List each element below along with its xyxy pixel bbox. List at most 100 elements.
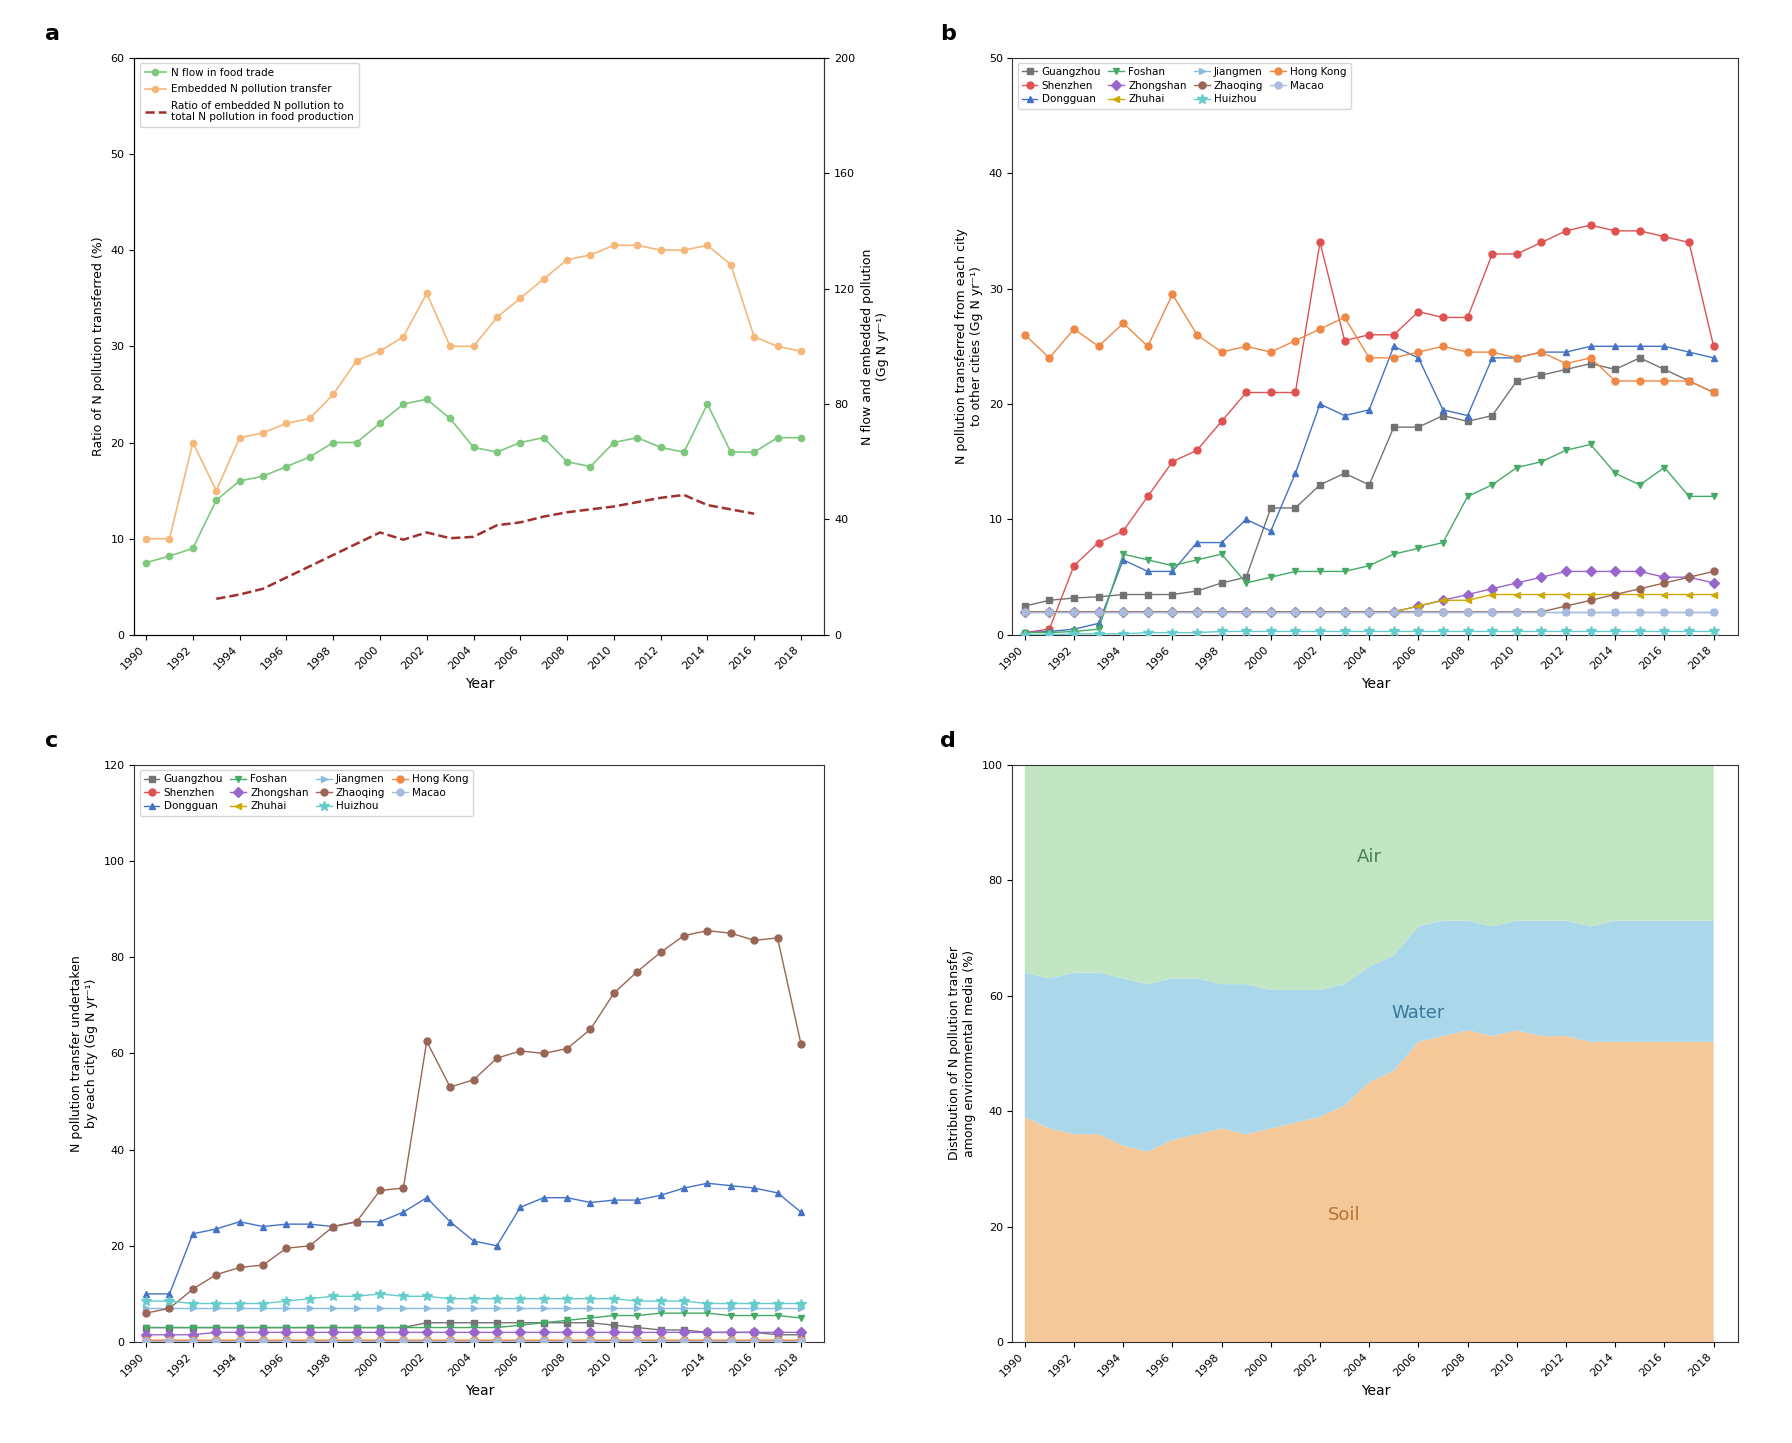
Zhuhai	[462, 1330, 484, 1348]
Macao	[206, 1332, 228, 1349]
Zhaoqing	[1505, 603, 1527, 620]
Zhaoqing	[1629, 580, 1650, 597]
Line: Guangzhou: Guangzhou	[143, 1319, 805, 1338]
Shenzhen	[744, 1330, 765, 1348]
Jiangmen	[1629, 603, 1650, 620]
Dongguan	[1654, 338, 1676, 355]
Zhaoqing	[1063, 603, 1084, 620]
Hong Kong	[627, 1330, 649, 1348]
Shenzhen	[1654, 228, 1676, 245]
Shenzhen	[416, 1330, 437, 1348]
Guangzhou	[1679, 372, 1701, 390]
Zhaoqing	[1260, 603, 1281, 620]
X-axis label: Year: Year	[464, 1384, 495, 1398]
Dongguan	[1383, 338, 1405, 355]
Zhaoqing	[346, 1214, 367, 1231]
Zhuhai	[1063, 603, 1084, 620]
Jiangmen	[1039, 603, 1061, 620]
Zhaoqing	[1138, 603, 1159, 620]
Foshan	[1555, 442, 1577, 459]
Zhongshan	[767, 1323, 788, 1341]
Shenzhen	[509, 1330, 530, 1348]
Jiangmen	[556, 1300, 577, 1317]
Zhongshan	[1285, 603, 1306, 620]
Zhuhai	[1285, 603, 1306, 620]
Dongguan	[1161, 563, 1183, 580]
Guangzhou	[650, 1322, 672, 1339]
Shenzhen	[627, 1330, 649, 1348]
Foshan	[532, 1315, 554, 1332]
Foshan	[556, 1312, 577, 1329]
Hong Kong	[1581, 349, 1602, 367]
Huizhou	[790, 1294, 812, 1312]
Dongguan	[136, 1286, 158, 1303]
Zhaoqing	[1186, 603, 1208, 620]
Dongguan	[532, 1189, 554, 1206]
Foshan	[674, 1304, 695, 1322]
Shenzhen	[556, 1330, 577, 1348]
Zhuhai	[790, 1330, 812, 1348]
Dongguan	[1581, 338, 1602, 355]
Hong Kong	[486, 1330, 507, 1348]
Foshan	[1679, 488, 1701, 505]
Huizhou	[206, 1294, 228, 1312]
Dongguan	[1138, 563, 1159, 580]
Huizhou	[299, 1290, 321, 1307]
Foshan	[1235, 574, 1256, 592]
Macao	[1482, 603, 1503, 620]
N flow in food trade	[767, 429, 788, 446]
Huizhou	[1186, 623, 1208, 641]
Line: Macao: Macao	[143, 1338, 805, 1345]
Zhongshan	[1555, 563, 1577, 580]
Line: Macao: Macao	[1021, 609, 1717, 615]
Zhaoqing	[486, 1049, 507, 1066]
Foshan	[253, 1319, 274, 1336]
Foshan	[392, 1319, 414, 1336]
Zhongshan	[1457, 586, 1478, 603]
Huizhou	[1310, 623, 1331, 641]
Zhuhai	[1530, 586, 1552, 603]
Dongguan	[346, 1214, 367, 1231]
Huizhou	[159, 1293, 181, 1310]
Jiangmen	[439, 1300, 461, 1317]
Zhongshan	[1014, 603, 1036, 620]
Dongguan	[767, 1185, 788, 1202]
N flow in food trade	[323, 434, 344, 452]
Y-axis label: Distribution of N pollution transfer
among environmental media (%): Distribution of N pollution transfer amo…	[948, 947, 977, 1160]
Zhaoqing	[1530, 603, 1552, 620]
Foshan	[276, 1319, 297, 1336]
Huizhou	[627, 1293, 649, 1310]
Huizhou	[1654, 623, 1676, 641]
Zhuhai	[229, 1330, 251, 1348]
Embedded N pollution transfer	[229, 429, 251, 446]
Macao	[1235, 603, 1256, 620]
Jiangmen	[604, 1300, 625, 1317]
X-axis label: Year: Year	[1360, 1384, 1391, 1398]
Embedded N pollution transfer	[532, 270, 554, 287]
Macao	[299, 1332, 321, 1349]
Zhaoqing	[1383, 603, 1405, 620]
Jiangmen	[1260, 603, 1281, 620]
Dongguan	[627, 1192, 649, 1209]
Jiangmen	[346, 1300, 367, 1317]
Macao	[604, 1332, 625, 1349]
Foshan	[790, 1309, 812, 1326]
Dongguan	[369, 1214, 391, 1231]
Foshan	[1530, 453, 1552, 470]
Macao	[416, 1332, 437, 1349]
Huizhou	[323, 1287, 344, 1304]
Shenzhen	[790, 1330, 812, 1348]
Huizhou	[1629, 623, 1650, 641]
Guangzhou	[1014, 597, 1036, 615]
Hong Kong	[1604, 372, 1625, 390]
Zhongshan	[1358, 603, 1380, 620]
Foshan	[604, 1307, 625, 1325]
Dongguan	[1039, 623, 1061, 641]
Zhuhai	[1113, 603, 1134, 620]
Dongguan	[1285, 465, 1306, 482]
Zhaoqing	[1457, 603, 1478, 620]
Huizhou	[604, 1290, 625, 1307]
Macao	[1604, 603, 1625, 620]
Zhongshan	[1409, 597, 1430, 615]
Hong Kong	[439, 1330, 461, 1348]
